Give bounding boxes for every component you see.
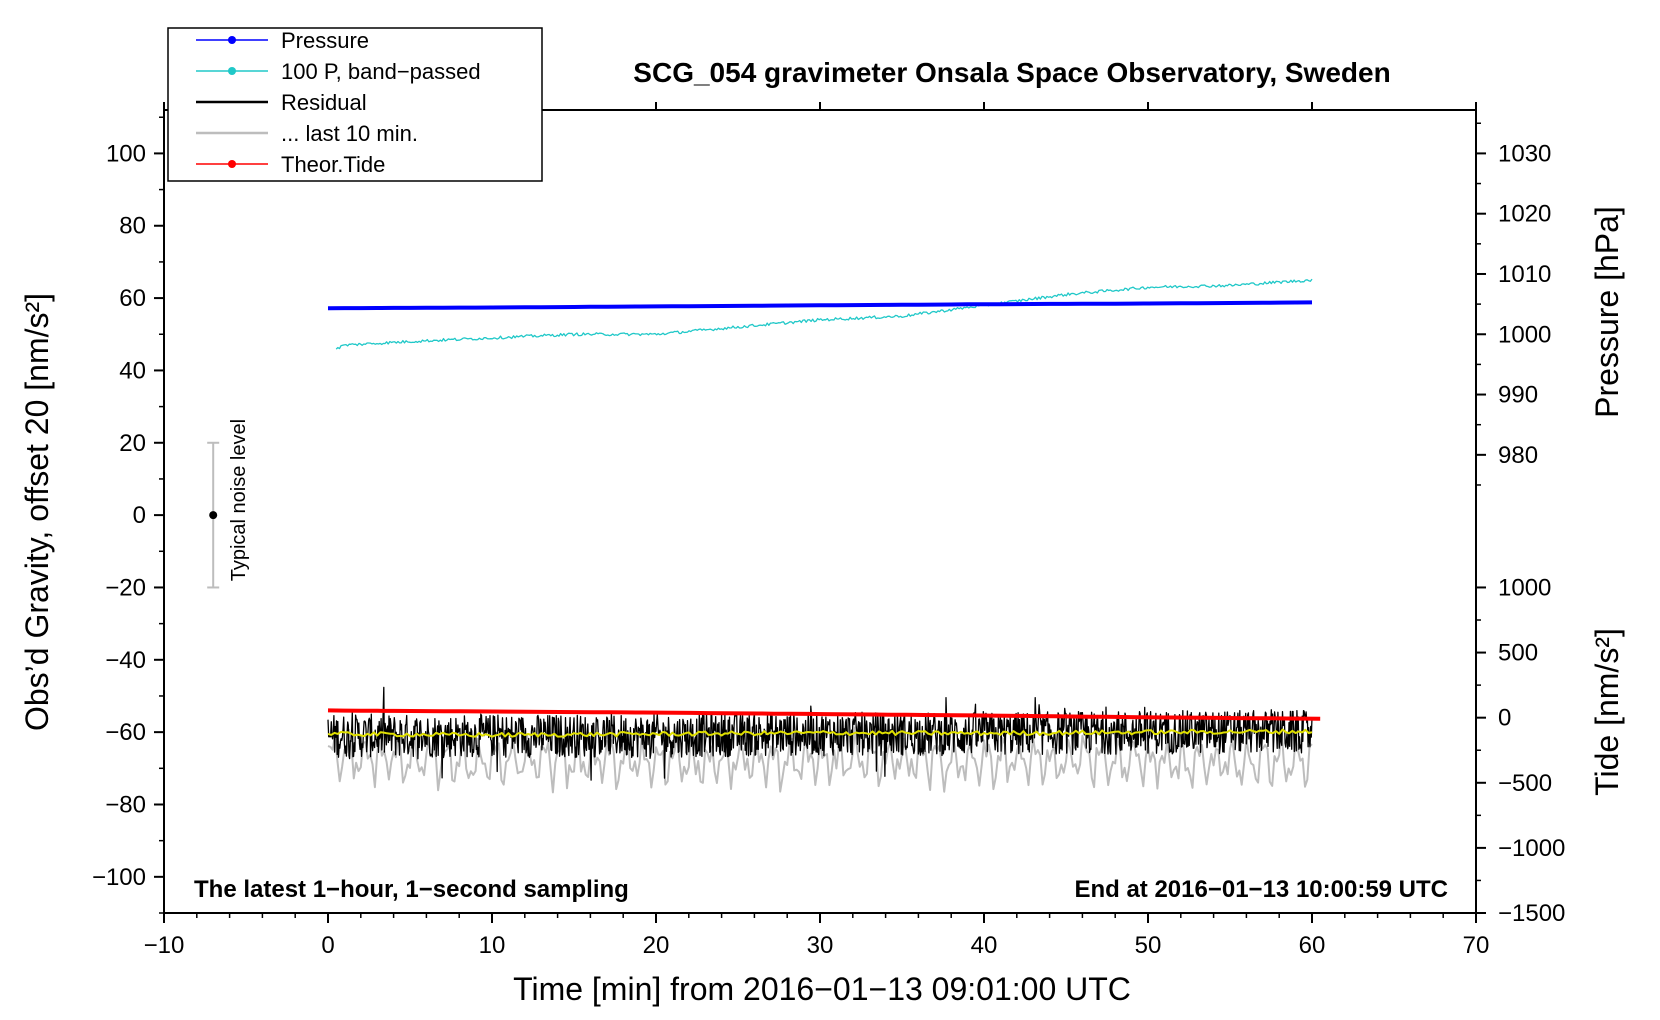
y-tick-label: −80 — [105, 791, 146, 818]
tide-tick-label: −500 — [1498, 770, 1552, 797]
pressure-tick-label: 1030 — [1498, 140, 1551, 167]
pressure-tick-label: 980 — [1498, 442, 1538, 469]
legend-label-pressure: Pressure — [281, 28, 369, 53]
x-tick-label: 70 — [1463, 932, 1490, 959]
y-tick-label: −100 — [92, 864, 146, 891]
legend-marker-100-p-band-passed — [228, 67, 236, 75]
y-tick-label: −60 — [105, 719, 146, 746]
y-tick-label: 0 — [133, 502, 146, 529]
x-tick-label: 50 — [1135, 932, 1162, 959]
y-axis-left: −100 −80 −60 −40 −20 0 20 40 60 80 100 — [92, 116, 164, 914]
legend-box — [167, 27, 543, 182]
tide-tick-label: −1000 — [1498, 835, 1565, 862]
y-tick-label: 20 — [119, 430, 146, 457]
pressure-tick-label: 990 — [1498, 382, 1538, 409]
series-residual — [327, 686, 1313, 781]
x-tick-label: 10 — [479, 932, 506, 959]
legend-marker-pressure — [228, 36, 236, 44]
y-axis-pressure: 980 990 1000 1010 1020 1030 — [1476, 122, 1551, 486]
x-tick-label: −10 — [144, 932, 185, 959]
series-theor-tide — [327, 708, 1321, 721]
series-layer — [327, 278, 1321, 794]
noise-indicator: Typical noise level — [207, 419, 250, 589]
x-tick-label: 0 — [321, 932, 334, 959]
noise-label: Typical noise level — [228, 419, 250, 581]
series-pressure — [327, 300, 1313, 311]
legend-label-100-p-band-passed: 100 P, band−passed — [281, 59, 481, 84]
x-tick-label: 40 — [971, 932, 998, 959]
x-tick-label: 20 — [643, 932, 670, 959]
y-tick-label: 60 — [119, 285, 146, 312]
legend-marker-theor-tide — [228, 160, 236, 168]
y-tick-label: 40 — [119, 357, 146, 384]
chart-title: SCG_054 gravimeter Onsala Space Observat… — [633, 57, 1390, 88]
pressure-tick-label: 1000 — [1498, 321, 1551, 348]
legend-label-last-10-min: ... last 10 min. — [281, 121, 418, 146]
legend-label-theor-tide: Theor.Tide — [281, 152, 385, 177]
y-axis-tide: −1500 −1000 −500 0 500 1000 — [1476, 574, 1565, 927]
annotation-sampling: The latest 1−hour, 1−second sampling — [194, 876, 629, 903]
y-tick-label: −40 — [105, 647, 146, 674]
tide-tick-label: 0 — [1498, 705, 1511, 732]
y-axis-left-label: Obs’d Gravity, offset 20 [nm/s²] — [19, 293, 55, 731]
y-axis-tide-label: Tide [nm/s²] — [1589, 628, 1625, 796]
y-tick-label: 100 — [106, 140, 146, 167]
y-tick-label: 80 — [119, 213, 146, 240]
y-axis-pressure-label: Pressure [hPa] — [1589, 206, 1625, 418]
tide-tick-label: 500 — [1498, 640, 1538, 667]
legend: Pressure 100 P, band−passed Residual ... la… — [167, 27, 543, 182]
noise-center-dot — [209, 511, 218, 520]
x-tick-label: 60 — [1299, 932, 1326, 959]
x-axis: −10 0 10 20 30 40 50 60 70 — [144, 102, 1490, 959]
series-100-p-band-passed — [335, 278, 1313, 350]
x-tick-label: 30 — [807, 932, 834, 959]
pressure-tick-label: 1020 — [1498, 201, 1551, 228]
x-axis-label: Time [min] from 2016−01−13 09:01:00 UTC — [513, 971, 1131, 1007]
y-tick-label: −20 — [105, 574, 146, 601]
tide-tick-label: −1500 — [1498, 900, 1565, 927]
pressure-tick-label: 1010 — [1498, 261, 1551, 288]
tide-tick-label: 1000 — [1498, 574, 1551, 601]
series-residual-mean — [327, 728, 1313, 738]
legend-label-residual: Residual — [281, 90, 367, 115]
annotation-end-time: End at 2016−01−13 10:00:59 UTC — [1074, 876, 1448, 903]
